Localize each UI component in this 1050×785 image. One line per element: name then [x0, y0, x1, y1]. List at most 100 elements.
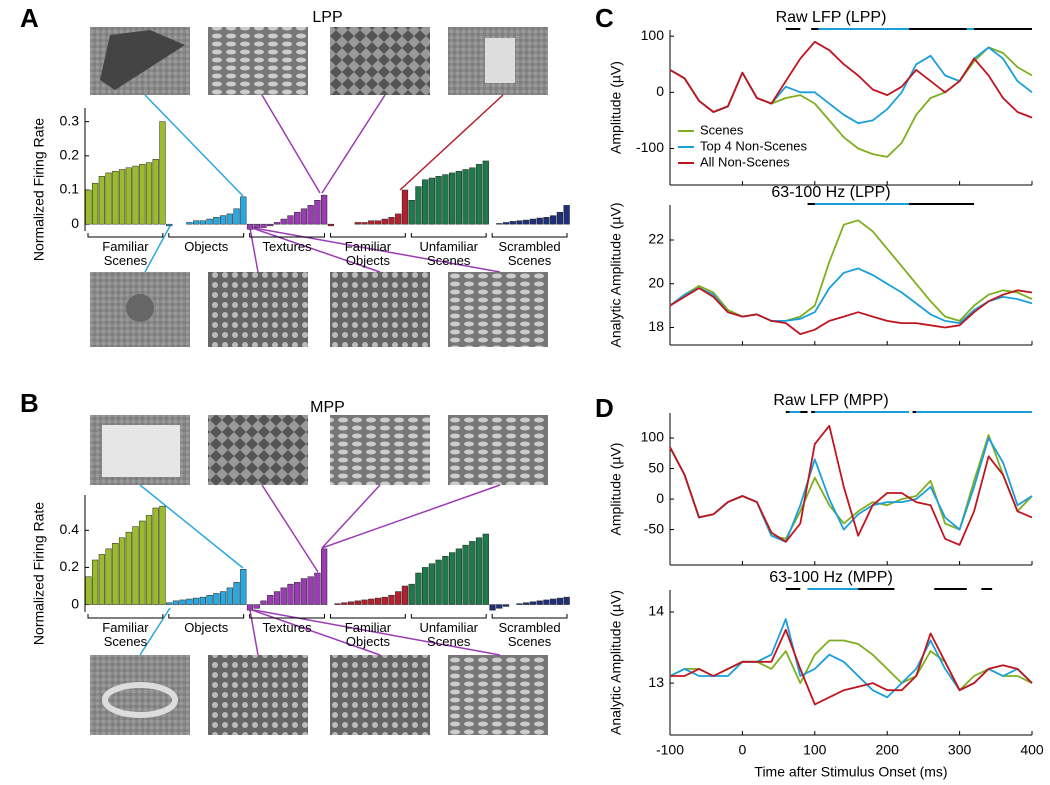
bar [105, 548, 112, 605]
y-axis-label: Normalized Firing Rate [31, 118, 47, 261]
bar [294, 582, 301, 605]
bar [469, 541, 476, 605]
bar [166, 602, 173, 605]
bar [193, 220, 200, 225]
panel-letter: C [595, 3, 614, 33]
y-tick-label: 0.3 [60, 112, 80, 128]
bar [307, 576, 314, 605]
bar [112, 170, 119, 225]
bar [159, 505, 166, 605]
bar [118, 169, 126, 225]
bar [206, 595, 213, 605]
bar [455, 548, 462, 605]
legend-label: Top 4 Non-Scenes [700, 138, 807, 153]
bar [388, 595, 395, 605]
legend-label: Scenes [700, 122, 744, 137]
bar [469, 167, 476, 225]
bar [368, 598, 375, 605]
bar [422, 567, 429, 605]
group-bracket [87, 233, 164, 238]
bar [415, 186, 422, 225]
bar [550, 215, 557, 225]
bar [206, 218, 213, 225]
bar [267, 223, 274, 227]
group-label: Familiar Scenes [102, 239, 149, 268]
bar [139, 164, 146, 225]
y-tick-label: 13 [648, 674, 664, 690]
bar [193, 597, 200, 605]
bar [475, 537, 483, 605]
bar [502, 222, 510, 225]
y-tick-label: 0.4 [60, 521, 80, 537]
group-bracket [168, 614, 245, 619]
y-tick-label: 20 [648, 274, 664, 290]
y-axis-label: Amplitude (µV) [608, 61, 624, 154]
bar [556, 597, 564, 605]
bar [334, 603, 341, 605]
bar [354, 222, 361, 225]
bar [563, 205, 570, 225]
bar [327, 223, 334, 227]
x-tick-label: 200 [876, 742, 900, 758]
series-line [669, 219, 1033, 322]
bar [280, 587, 287, 605]
bar [408, 200, 415, 225]
bar [240, 569, 247, 605]
group-label: Scrambled Scenes [498, 239, 561, 268]
bar [523, 219, 530, 225]
y-tick-label: 0.2 [60, 147, 80, 163]
bar [300, 578, 308, 605]
group-label: Textures [262, 239, 312, 254]
bar [91, 559, 99, 605]
bar [395, 213, 402, 225]
bar [415, 572, 422, 605]
bar [172, 600, 180, 605]
group-label: Textures [262, 620, 312, 635]
bar [145, 162, 153, 225]
bar [233, 208, 240, 225]
bar [529, 218, 537, 225]
group-bracket [330, 233, 406, 238]
bar [496, 223, 503, 225]
bar [273, 591, 281, 605]
series-line [669, 424, 1033, 546]
bar [300, 208, 308, 225]
legend-label: All Non-Scenes [700, 154, 790, 169]
bar [253, 223, 260, 228]
group-label: Familiar Objects [344, 620, 392, 649]
bar [132, 165, 139, 225]
y-axis-label: Normalized Firing Rate [31, 502, 47, 645]
bar [422, 179, 429, 225]
bar [226, 213, 233, 225]
bar [395, 591, 402, 605]
y-tick-label: 0 [71, 595, 79, 611]
y-axis-label: Analytic Amplitude (µV) [608, 590, 624, 735]
bar [253, 604, 260, 609]
chart-title: Raw LFP (MPP) [773, 392, 888, 409]
bar [314, 572, 321, 605]
bar [267, 595, 274, 605]
series-line [669, 639, 1033, 692]
y-tick-label: 0 [71, 215, 79, 231]
bar [166, 223, 173, 227]
group-label: Unfamiliar Scenes [419, 239, 478, 268]
y-tick-label: 100 [641, 27, 665, 43]
bar [273, 222, 281, 225]
bar [449, 172, 456, 225]
bar [213, 217, 220, 225]
bar [91, 182, 99, 225]
bar [374, 597, 382, 605]
bar [509, 221, 516, 225]
bar [246, 604, 254, 611]
bar [85, 576, 92, 605]
bar [361, 599, 368, 605]
y-tick-label: -100 [636, 139, 664, 155]
bar [307, 205, 314, 225]
x-axis-label: Time after Stimulus Onset (ms) [754, 764, 947, 780]
bar [213, 593, 220, 605]
bar [321, 194, 328, 225]
bar [240, 196, 247, 225]
y-tick-label: 14 [648, 603, 664, 619]
bar [442, 174, 449, 225]
